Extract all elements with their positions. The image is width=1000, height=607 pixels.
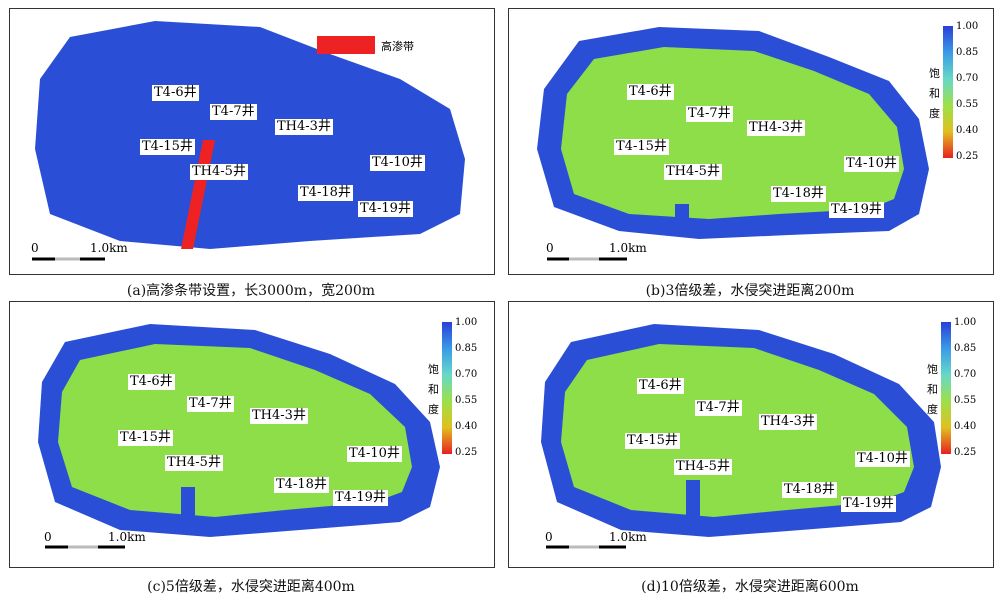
well-label: TH4-3井 <box>747 120 805 136</box>
scale-start: 0 <box>545 530 553 544</box>
panel-d: 饱和度 1.00 0.85 0.70 0.55 0.40 0.25 T4-6井 … <box>508 301 994 568</box>
scale-end: 1.0km <box>90 241 128 255</box>
legend-tick: 1.00 <box>954 317 977 328</box>
well-label: T4-10井 <box>844 156 899 172</box>
well-label: T4-15井 <box>140 139 195 155</box>
well-label: T4-19井 <box>358 201 413 217</box>
well-label: TH4-3井 <box>275 119 333 135</box>
well-label: TH4-3井 <box>759 414 817 430</box>
well-label: T4-7井 <box>686 106 733 122</box>
legend-title: 饱和度 <box>929 67 940 120</box>
legend-tick: 0.55 <box>954 395 977 406</box>
well-label: T4-15井 <box>625 433 680 449</box>
scale-end: 1.0km <box>108 530 146 544</box>
well-label: T4-6井 <box>128 374 175 390</box>
legend-title: 饱和度 <box>428 363 439 416</box>
scale-end: 1.0km <box>609 241 647 255</box>
scale-end: 1.0km <box>609 530 647 544</box>
reservoir-map-c <box>38 322 452 549</box>
legend-tick: 0.25 <box>455 447 478 458</box>
caption-a: (a)高渗条带设置，长3000m，宽200m <box>126 283 376 299</box>
legend-tick: 0.85 <box>956 47 979 58</box>
reservoir-map-a <box>32 21 465 261</box>
well-label: T4-15井 <box>118 430 173 446</box>
caption-c: (c)5倍级差，水侵突进距离400m <box>147 579 355 595</box>
well-label: TH4-5井 <box>664 164 722 180</box>
well-label: T4-6井 <box>637 378 684 394</box>
legend-tick: 0.25 <box>956 151 979 162</box>
high-perm-legend-label: 高渗带 <box>381 40 414 53</box>
legend-tick: 1.00 <box>956 21 979 32</box>
legend-tick: 0.70 <box>455 369 478 380</box>
caption-d: (d)10倍级差，水侵突进距离600m <box>641 579 859 595</box>
panel-a: 高渗带 T4-6井 T4-7井 TH4-3井 T4-15井 TH4-5井 T4-… <box>9 8 495 275</box>
well-label: T4-19井 <box>841 496 896 512</box>
well-label: TH4-5井 <box>190 164 248 180</box>
well-label: TH4-5井 <box>674 459 732 475</box>
panel-b: 饱和度 1.00 0.85 0.70 0.55 0.40 0.25 T4-6井 … <box>508 8 994 275</box>
scale-start: 0 <box>31 241 39 255</box>
well-label: T4-19井 <box>829 202 884 218</box>
legend-tick: 0.40 <box>455 421 478 432</box>
well-label: T4-6井 <box>627 84 674 100</box>
well-label: T4-7井 <box>695 400 742 416</box>
legend-tick: 0.70 <box>954 369 977 380</box>
scale-start: 0 <box>44 530 52 544</box>
reservoir-map-b <box>537 26 953 261</box>
legend-tick: 0.70 <box>956 73 979 84</box>
legend-tick: 0.40 <box>954 421 977 432</box>
well-label: T4-7井 <box>210 104 257 120</box>
high-perm-legend-swatch <box>317 36 375 54</box>
legend-tick: 0.85 <box>455 343 478 354</box>
well-label: T4-19井 <box>333 490 388 506</box>
well-label: T4-10井 <box>347 446 402 462</box>
legend-tick: 0.55 <box>956 99 979 110</box>
legend-tick: 0.55 <box>455 395 478 406</box>
reservoir-map-d <box>541 322 951 549</box>
well-label: T4-18井 <box>782 482 837 498</box>
legend-tick: 1.00 <box>455 317 478 328</box>
legend-tick: 0.85 <box>954 343 977 354</box>
well-label: T4-7井 <box>187 396 234 412</box>
well-label: TH4-3井 <box>250 408 308 424</box>
well-label: T4-10井 <box>370 155 425 171</box>
scale-start: 0 <box>546 241 554 255</box>
caption-b: (b)3倍级差，水侵突进距离200m <box>645 283 855 299</box>
well-label: T4-15井 <box>614 139 669 155</box>
legend-title: 饱和度 <box>927 363 938 416</box>
legend-tick: 0.40 <box>956 125 979 136</box>
well-label: T4-18井 <box>274 477 329 493</box>
legend-tick: 0.25 <box>954 447 977 458</box>
well-label: T4-10井 <box>855 451 910 467</box>
well-label: T4-18井 <box>298 185 353 201</box>
saturation-colorbar <box>442 322 452 454</box>
panel-c: 饱和度 1.00 0.85 0.70 0.55 0.40 0.25 T4-6井 … <box>9 301 495 568</box>
saturation-colorbar <box>941 322 951 454</box>
saturation-colorbar <box>943 26 953 158</box>
well-label: TH4-5井 <box>165 455 223 471</box>
well-label: T4-18井 <box>771 186 826 202</box>
well-label: T4-6井 <box>152 85 199 101</box>
